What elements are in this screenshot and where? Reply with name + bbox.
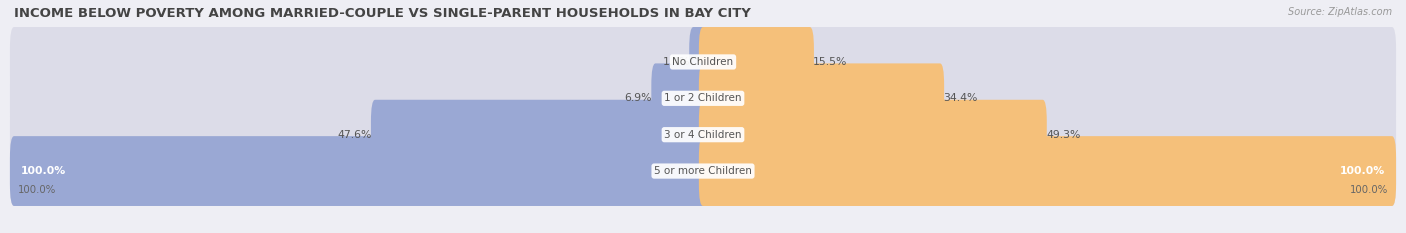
FancyBboxPatch shape	[651, 63, 707, 133]
Text: 1 or 2 Children: 1 or 2 Children	[664, 93, 742, 103]
FancyBboxPatch shape	[699, 100, 1047, 170]
FancyBboxPatch shape	[10, 63, 1396, 133]
FancyBboxPatch shape	[10, 136, 1396, 206]
Text: 3 or 4 Children: 3 or 4 Children	[664, 130, 742, 140]
Text: 100.0%: 100.0%	[1340, 166, 1385, 176]
Text: 100.0%: 100.0%	[17, 185, 56, 195]
Text: No Children: No Children	[672, 57, 734, 67]
Text: 100.0%: 100.0%	[21, 166, 66, 176]
FancyBboxPatch shape	[10, 100, 1396, 170]
Text: 100.0%: 100.0%	[1350, 185, 1389, 195]
Text: 1.4%: 1.4%	[662, 57, 690, 67]
Text: 47.6%: 47.6%	[337, 130, 371, 140]
FancyBboxPatch shape	[10, 27, 1396, 97]
FancyBboxPatch shape	[699, 27, 814, 97]
FancyBboxPatch shape	[371, 100, 707, 170]
Text: 15.5%: 15.5%	[813, 57, 848, 67]
Text: 34.4%: 34.4%	[943, 93, 977, 103]
Text: 6.9%: 6.9%	[624, 93, 652, 103]
FancyBboxPatch shape	[689, 27, 707, 97]
Text: 5 or more Children: 5 or more Children	[654, 166, 752, 176]
Text: 49.3%: 49.3%	[1046, 130, 1080, 140]
FancyBboxPatch shape	[10, 136, 707, 206]
Text: INCOME BELOW POVERTY AMONG MARRIED-COUPLE VS SINGLE-PARENT HOUSEHOLDS IN BAY CIT: INCOME BELOW POVERTY AMONG MARRIED-COUPL…	[14, 7, 751, 20]
FancyBboxPatch shape	[699, 63, 945, 133]
Text: Source: ZipAtlas.com: Source: ZipAtlas.com	[1288, 7, 1392, 17]
FancyBboxPatch shape	[699, 136, 1396, 206]
